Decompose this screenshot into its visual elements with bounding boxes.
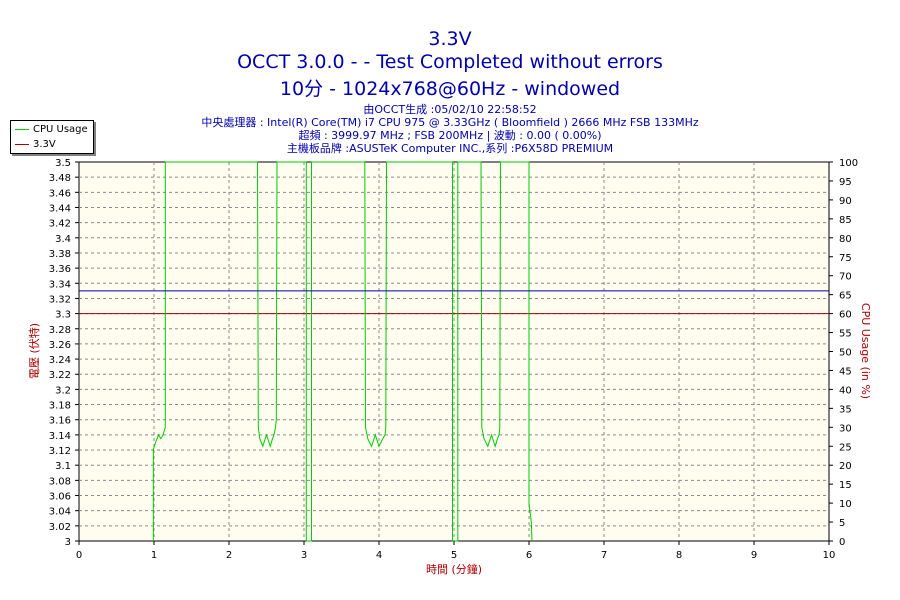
y-tick-label: 3.32	[49, 294, 71, 305]
y-tick-label: 3.08	[49, 476, 71, 487]
legend-label: CPU Usage	[33, 123, 88, 135]
x-tick-label: 1	[151, 550, 157, 561]
y2-tick-label: 35	[839, 404, 852, 415]
y-tick-label: 3.2	[55, 385, 71, 396]
y-tick-label: 3.4	[55, 234, 71, 245]
y-tick-label: 3.34	[49, 279, 71, 290]
legend-swatch	[15, 143, 29, 145]
y-tick-label: 3.28	[49, 325, 71, 336]
y2-tick-label: 15	[839, 480, 852, 491]
info-line-1: 由OCCT生成 :05/02/10 22:58:52	[363, 103, 537, 116]
y2-tick-label: 75	[839, 253, 852, 264]
y-tick-label: 3.26	[49, 340, 71, 351]
y2-tick-label: 95	[839, 177, 852, 188]
y-tick-label: 3	[65, 537, 71, 548]
y-tick-label: 3.1	[55, 461, 71, 472]
y2-tick-label: 55	[839, 329, 852, 340]
x-tick-label: 2	[226, 550, 232, 561]
axis-ticks: 0 1 2 3 4 5 6 7 8 9 1033.023.043.063.083.13.123.14…	[49, 158, 858, 561]
y2-tick-label: 25	[839, 442, 852, 453]
y-tick-label: 3.38	[49, 249, 71, 260]
y2-tick-label: 70	[839, 272, 852, 283]
y-tick-label: 3.24	[49, 355, 71, 366]
x-tick-label: 7	[601, 550, 607, 561]
y-tick-label: 3.36	[49, 264, 71, 275]
x-tick-label: 0	[76, 550, 82, 561]
plot-area	[78, 161, 830, 542]
y-tick-label: 3.42	[49, 219, 71, 230]
info-line-4: 主機板品牌 :ASUSTeK Computer INC.,系列 :P6X58D …	[286, 142, 614, 155]
x-tick-label: 8	[676, 550, 682, 561]
y-tick-label: 3.3	[55, 310, 71, 321]
chart-subtitle: OCCT 3.0.0 - - Test Completed without er…	[237, 51, 663, 73]
y-tick-label: 3.48	[49, 173, 71, 184]
y2-tick-label: 80	[839, 234, 852, 245]
x-tick-label: 5	[451, 550, 457, 561]
x-tick-label: 10	[823, 550, 836, 561]
info-line-2: 中央處理器 : Intel(R) Core(TM) i7 CPU 975 @ 3…	[201, 116, 699, 129]
y2-tick-label: 100	[839, 158, 858, 169]
x-tick-label: 4	[376, 550, 382, 561]
y-tick-label: 3.46	[49, 188, 71, 199]
chart-subtitle-2: 10分 - 1024x768@60Hz - windowed	[279, 78, 621, 100]
y2-tick-label: 60	[839, 310, 852, 321]
y-tick-label: 3.02	[49, 522, 71, 533]
y2-tick-label: 85	[839, 215, 852, 226]
y-tick-label: 3.04	[49, 507, 71, 518]
y-tick-label: 3.44	[49, 203, 71, 214]
chart-title: 3.3V	[428, 28, 472, 50]
y-axis-label: 電壓 (伏特)	[27, 323, 41, 379]
y2-tick-label: 5	[839, 518, 845, 529]
y2-tick-label: 10	[839, 499, 852, 510]
y2-tick-label: 40	[839, 385, 852, 396]
x-tick-label: 6	[526, 550, 532, 561]
y2-axis-label: CPU Usage (in %)	[859, 303, 872, 399]
y2-tick-label: 45	[839, 366, 852, 377]
grid	[79, 162, 829, 541]
y2-tick-label: 65	[839, 291, 852, 302]
x-tick-label: 9	[751, 550, 757, 561]
x-axis-label: 時間 (分鐘)	[426, 562, 482, 576]
y-tick-label: 3.5	[55, 158, 71, 169]
legend-item-3-3v: 3.3V	[15, 138, 56, 150]
y-tick-label: 3.06	[49, 492, 71, 503]
legend-item-cpu-usage: CPU Usage	[15, 123, 88, 135]
y-tick-label: 3.12	[49, 446, 71, 457]
y-tick-label: 3.22	[49, 370, 71, 381]
info-line-3: 超頻 : 3999.97 MHz ; FSB 200MHz | 波動 : 0.0…	[298, 129, 602, 142]
x-tick-label: 3	[301, 550, 307, 561]
series-lines	[79, 161, 829, 542]
y-tick-label: 3.18	[49, 401, 71, 412]
y2-tick-label: 0	[839, 537, 845, 548]
y-tick-label: 3.14	[49, 431, 71, 442]
legend: CPU Usage 3.3V	[10, 120, 94, 154]
series-line-cpu-usage	[152, 161, 533, 542]
legend-swatch	[15, 128, 29, 130]
y-tick-label: 3.16	[49, 416, 71, 427]
y2-tick-label: 50	[839, 348, 852, 359]
y2-tick-label: 90	[839, 196, 852, 207]
y2-tick-label: 30	[839, 423, 852, 434]
y2-tick-label: 20	[839, 461, 852, 472]
legend-label: 3.3V	[33, 138, 56, 150]
